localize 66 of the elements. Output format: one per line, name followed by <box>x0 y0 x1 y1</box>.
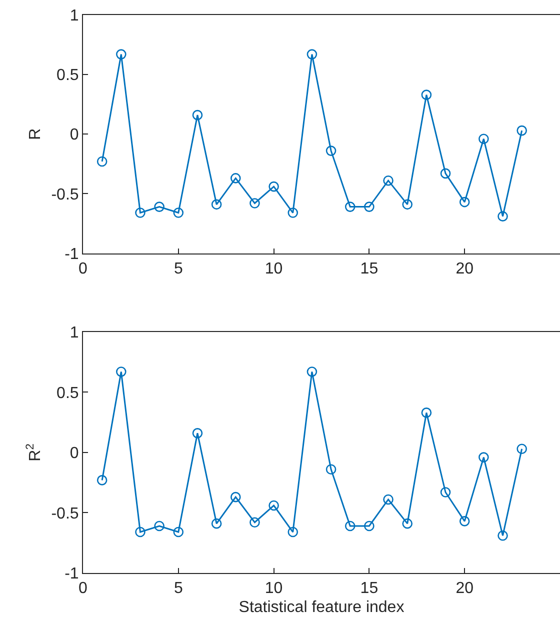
point <box>96 475 108 486</box>
point <box>173 526 184 538</box>
point <box>96 156 108 167</box>
x-tick-label: 20 <box>456 260 474 278</box>
point <box>498 211 508 222</box>
point <box>421 90 432 100</box>
point <box>516 125 527 136</box>
point <box>268 500 279 511</box>
y-tick-label: -0.5 <box>51 505 79 522</box>
point <box>306 49 318 60</box>
y-tick-label: 1 <box>70 8 79 25</box>
point <box>364 202 374 212</box>
point <box>478 134 489 144</box>
point <box>250 517 260 528</box>
point <box>154 202 164 212</box>
point <box>230 173 241 184</box>
point <box>173 208 184 218</box>
point <box>402 518 413 529</box>
point <box>459 516 470 526</box>
y-tick-label: -1 <box>64 246 79 263</box>
x-tick-label: 10 <box>264 260 283 278</box>
point <box>326 464 336 474</box>
point <box>440 168 451 179</box>
point <box>344 202 356 212</box>
y-tick-label: 1 <box>70 324 79 342</box>
point <box>192 428 203 438</box>
point <box>268 181 279 192</box>
point <box>344 520 356 532</box>
point <box>402 199 413 210</box>
y-tick-label: 0.5 <box>56 384 79 402</box>
y-tick-label: -1 <box>64 566 79 583</box>
y-tick-label: -0.5 <box>51 186 79 204</box>
x-tick-label: 5 <box>174 580 183 598</box>
point <box>326 146 336 156</box>
point <box>440 487 451 498</box>
x-tick-label: 20 <box>456 580 474 598</box>
x-axis-title: Statistical feature index <box>238 598 404 616</box>
point <box>459 196 470 208</box>
point <box>116 366 126 377</box>
point <box>421 408 432 418</box>
y-tick-label: 0 <box>70 126 79 144</box>
point <box>288 208 298 218</box>
point <box>230 492 241 502</box>
x-tick-label: 15 <box>360 260 378 278</box>
x-tick-label: 5 <box>174 260 183 278</box>
x-tick-label: 10 <box>264 580 283 598</box>
point <box>383 494 394 505</box>
point <box>116 49 126 60</box>
point <box>192 110 203 120</box>
point <box>364 520 374 532</box>
point <box>211 518 222 529</box>
point <box>288 526 298 538</box>
point <box>211 199 222 210</box>
y-tick-label: 0 <box>70 445 79 462</box>
point <box>498 530 508 541</box>
x-tick-label: 15 <box>360 580 378 598</box>
point <box>135 208 146 218</box>
y-axis-title: R <box>27 128 44 140</box>
point <box>478 452 489 462</box>
point <box>135 526 146 538</box>
point <box>154 520 164 532</box>
point <box>383 175 394 186</box>
y-tick-label: 0.5 <box>56 67 79 84</box>
point <box>516 444 527 454</box>
point <box>306 366 318 377</box>
point <box>250 198 260 208</box>
